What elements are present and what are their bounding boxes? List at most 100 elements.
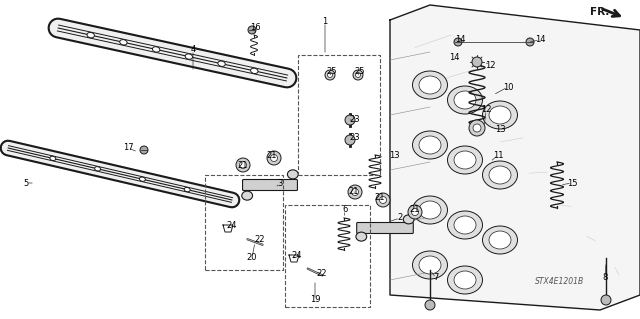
- Circle shape: [469, 120, 485, 136]
- Ellipse shape: [413, 71, 447, 99]
- Circle shape: [412, 209, 419, 216]
- Bar: [298, 55, 380, 175]
- Circle shape: [376, 193, 390, 207]
- Ellipse shape: [287, 170, 298, 179]
- Text: 5: 5: [24, 179, 29, 188]
- Circle shape: [345, 135, 355, 145]
- Bar: [205, 175, 283, 270]
- Circle shape: [473, 124, 481, 132]
- Circle shape: [328, 72, 333, 78]
- Text: 17: 17: [123, 144, 133, 152]
- Ellipse shape: [447, 146, 483, 174]
- Circle shape: [248, 26, 256, 34]
- Ellipse shape: [419, 201, 441, 219]
- Ellipse shape: [483, 161, 518, 189]
- Circle shape: [345, 115, 355, 125]
- Ellipse shape: [251, 68, 258, 74]
- Text: 21: 21: [237, 160, 248, 169]
- FancyBboxPatch shape: [243, 180, 298, 190]
- Text: 25: 25: [327, 68, 337, 77]
- Circle shape: [271, 154, 278, 161]
- Circle shape: [348, 185, 362, 199]
- Ellipse shape: [403, 215, 414, 224]
- Circle shape: [408, 205, 422, 219]
- Text: 11: 11: [493, 151, 503, 160]
- Ellipse shape: [140, 177, 145, 182]
- Text: STX4E1201B: STX4E1201B: [536, 278, 584, 286]
- Text: 24: 24: [292, 250, 302, 259]
- Ellipse shape: [356, 232, 367, 241]
- Ellipse shape: [120, 40, 127, 45]
- Circle shape: [239, 161, 246, 168]
- Ellipse shape: [447, 86, 483, 114]
- Text: 2: 2: [397, 213, 403, 222]
- Ellipse shape: [454, 91, 476, 109]
- Ellipse shape: [413, 251, 447, 279]
- Ellipse shape: [489, 166, 511, 184]
- Text: 13: 13: [495, 125, 506, 135]
- Circle shape: [380, 197, 387, 204]
- Circle shape: [472, 57, 482, 67]
- Text: 7: 7: [433, 273, 438, 283]
- Ellipse shape: [454, 271, 476, 289]
- Ellipse shape: [413, 131, 447, 159]
- Text: 8: 8: [602, 273, 608, 283]
- Text: 23: 23: [349, 115, 360, 124]
- Text: 15: 15: [567, 179, 577, 188]
- Text: 21: 21: [349, 188, 359, 197]
- Text: 4: 4: [190, 46, 196, 55]
- Text: 22: 22: [317, 269, 327, 278]
- Ellipse shape: [489, 106, 511, 124]
- Ellipse shape: [184, 188, 190, 192]
- Circle shape: [267, 151, 281, 165]
- Ellipse shape: [242, 191, 253, 200]
- Text: 21: 21: [410, 205, 420, 214]
- Circle shape: [351, 189, 358, 196]
- Text: 20: 20: [247, 254, 257, 263]
- Ellipse shape: [489, 231, 511, 249]
- Ellipse shape: [218, 61, 225, 66]
- Ellipse shape: [454, 216, 476, 234]
- Ellipse shape: [483, 226, 518, 254]
- Ellipse shape: [483, 101, 518, 129]
- Polygon shape: [390, 5, 640, 310]
- Ellipse shape: [419, 76, 441, 94]
- Ellipse shape: [95, 167, 100, 171]
- Text: 13: 13: [388, 151, 399, 160]
- Text: 14: 14: [535, 35, 545, 44]
- Circle shape: [140, 146, 148, 154]
- Text: 25: 25: [355, 68, 365, 77]
- Ellipse shape: [413, 196, 447, 224]
- Text: 10: 10: [503, 83, 513, 92]
- Ellipse shape: [447, 211, 483, 239]
- Text: 22: 22: [255, 235, 265, 244]
- Ellipse shape: [50, 156, 56, 160]
- Text: 1: 1: [323, 18, 328, 26]
- Text: 12: 12: [484, 61, 495, 70]
- Ellipse shape: [454, 151, 476, 169]
- Ellipse shape: [185, 54, 193, 59]
- Ellipse shape: [152, 47, 160, 52]
- Text: 21: 21: [267, 151, 277, 160]
- Text: 6: 6: [342, 205, 348, 214]
- Text: 21: 21: [375, 194, 385, 203]
- Ellipse shape: [419, 136, 441, 154]
- Circle shape: [601, 295, 611, 305]
- Text: 23: 23: [349, 133, 360, 143]
- Ellipse shape: [419, 256, 441, 274]
- Text: 14: 14: [449, 54, 460, 63]
- Text: 14: 14: [455, 35, 465, 44]
- Text: 3: 3: [277, 179, 283, 188]
- Circle shape: [353, 70, 363, 80]
- Circle shape: [425, 300, 435, 310]
- Ellipse shape: [447, 266, 483, 294]
- Circle shape: [236, 158, 250, 172]
- Text: 16: 16: [250, 24, 260, 33]
- Text: 19: 19: [310, 295, 320, 305]
- Circle shape: [355, 72, 360, 78]
- Bar: [285, 205, 370, 307]
- Text: 24: 24: [227, 220, 237, 229]
- Text: 12: 12: [481, 106, 492, 115]
- Text: FR.: FR.: [590, 7, 609, 17]
- Circle shape: [454, 38, 462, 46]
